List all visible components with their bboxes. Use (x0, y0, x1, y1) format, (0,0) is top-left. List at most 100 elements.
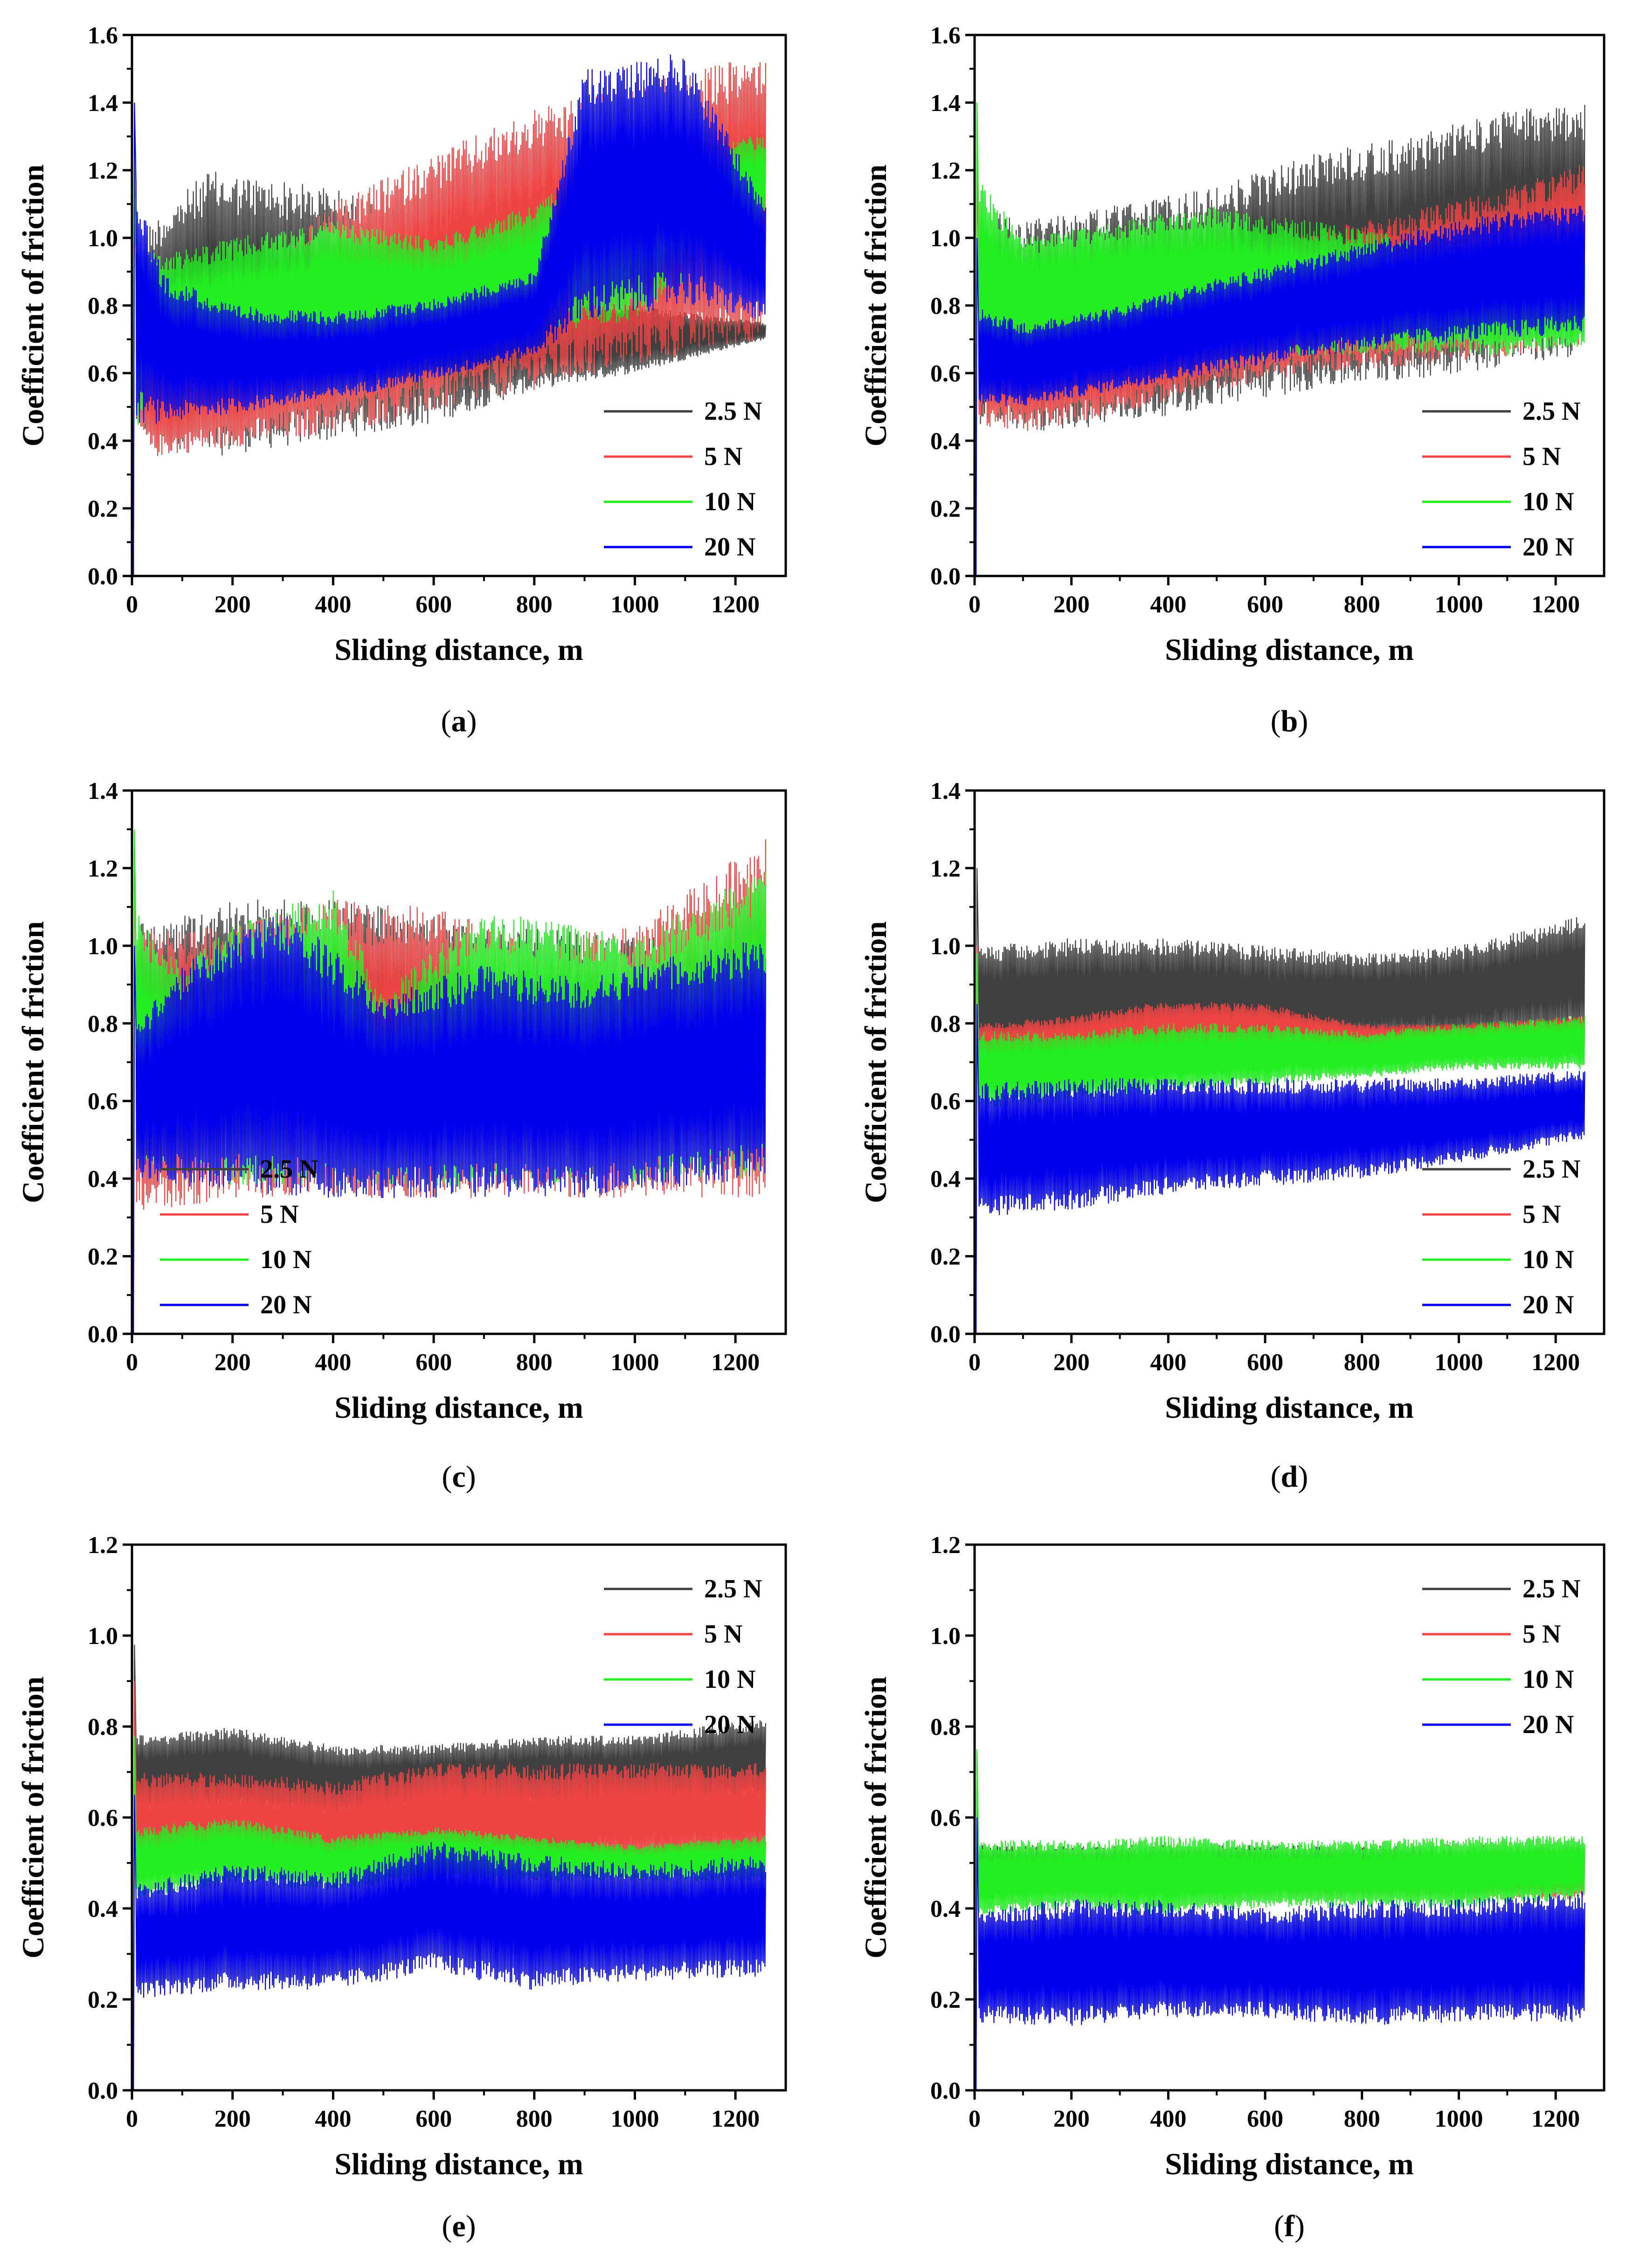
y-axis-title: Coefficient of friction (16, 921, 50, 1203)
x-axis-title: Sliding distance, m (334, 633, 583, 667)
legend-label: 10 N (704, 487, 755, 516)
x-tick-label: 600 (415, 2106, 452, 2132)
y-tick-label: 1.0 (88, 1623, 118, 1650)
x-axis-title: Sliding distance, m (1165, 633, 1414, 667)
y-tick-label: 0.4 (930, 428, 961, 455)
panel-label: (a) (441, 704, 477, 738)
x-tick-label: 400 (315, 1349, 351, 1376)
legend: 2.5 N 5 N 10 N 20 N (1422, 397, 1580, 562)
legend-label: 2.5 N (704, 1574, 762, 1603)
y-tick-label: 0.6 (88, 1089, 118, 1115)
legend-label: 5 N (1522, 1620, 1561, 1649)
series-line-20NN (133, 54, 767, 576)
legend-label: 5 N (1522, 442, 1561, 471)
x-tick-label: 200 (215, 591, 251, 618)
panel-label-letter: a (451, 704, 467, 738)
legend-label: 2.5 N (1522, 1574, 1580, 1603)
x-axis-title: Sliding distance, m (1165, 2147, 1414, 2181)
legend-label: 10 N (260, 1245, 311, 1274)
legend: 2.5 N 5 N 10 N 20 N (1422, 1574, 1580, 1739)
y-tick-label: 1.6 (88, 22, 118, 49)
legend-label: 20 N (1522, 1710, 1574, 1739)
y-tick-label: 1.4 (930, 778, 961, 805)
x-tick-label: 200 (1053, 591, 1090, 618)
y-axis-title: Coefficient of friction (859, 165, 893, 447)
x-tick-label: 800 (516, 591, 553, 618)
x-axis-title: Sliding distance, m (1165, 1391, 1414, 1425)
panel-label-letter: e (452, 2209, 465, 2243)
y-tick-label: 0.6 (88, 1805, 118, 1831)
panel-label: (c) (442, 1460, 476, 1494)
y-tick-label: 0.0 (88, 2078, 118, 2104)
plot-area (133, 54, 767, 576)
y-tick-label: 0.0 (930, 1321, 961, 1348)
y-tick-label: 0.8 (88, 293, 118, 319)
x-tick-label: 400 (315, 2106, 351, 2132)
x-tick-label: 0 (126, 591, 138, 618)
legend-label: 20 N (1522, 1290, 1574, 1319)
y-tick-label: 1.2 (930, 158, 961, 184)
x-tick-label: 400 (1150, 1349, 1186, 1376)
y-tick-label: 0.2 (88, 1244, 118, 1270)
legend-label: 2.5 N (1522, 397, 1580, 426)
y-tick-label: 1.0 (930, 1623, 961, 1650)
x-tick-label: 200 (215, 2106, 251, 2132)
panel-label-close: ) (1298, 1460, 1308, 1494)
x-tick-label: 400 (1150, 591, 1186, 618)
legend-label: 2.5 N (260, 1155, 318, 1184)
panel-label-open: ( (442, 2209, 452, 2243)
panel-label-letter: c (452, 1460, 465, 1494)
panel-label: (b) (1271, 704, 1308, 738)
x-tick-label: 400 (1150, 2106, 1186, 2132)
y-axis-title: Coefficient of friction (16, 165, 50, 447)
panel-label: (e) (442, 2209, 476, 2243)
panel-label-open: ( (1271, 1460, 1281, 1494)
x-tick-label: 1000 (1434, 591, 1483, 618)
panel-label-close: ) (466, 2209, 476, 2243)
y-tick-label: 1.0 (88, 225, 118, 252)
y-axis-title: Coefficient of friction (859, 921, 893, 1203)
y-tick-label: 0.2 (88, 496, 118, 522)
y-tick-label: 0.4 (930, 1166, 961, 1193)
y-tick-label: 0.4 (88, 428, 118, 455)
y-tick-label: 0.6 (930, 361, 961, 387)
x-tick-label: 400 (315, 591, 351, 618)
y-tick-label: 0.2 (930, 496, 961, 522)
y-tick-label: 1.0 (930, 225, 961, 252)
legend-label: 10 N (1522, 487, 1574, 516)
panel-label: (f) (1274, 2209, 1305, 2243)
y-tick-label: 0.0 (88, 1321, 118, 1348)
y-tick-label: 1.2 (88, 855, 118, 882)
x-tick-label: 600 (1247, 591, 1283, 618)
legend-label: 2.5 N (704, 397, 762, 426)
y-tick-label: 1.2 (930, 855, 961, 882)
x-tick-label: 800 (516, 1349, 553, 1376)
legend-label: 10 N (1522, 1245, 1574, 1274)
panel-label-letter: f (1284, 2209, 1295, 2243)
x-tick-label: 0 (969, 2106, 981, 2132)
y-tick-label: 1.4 (930, 90, 961, 117)
legend-label: 20 N (1522, 533, 1574, 562)
chart-panel-a: 0 200 400 600 800 1000 1200 0.0 0.2 0.4 0.6 0.8 1.0 1… (16, 22, 787, 738)
x-tick-label: 200 (1053, 1349, 1090, 1376)
y-tick-label: 0.0 (930, 563, 961, 590)
legend-label: 2.5 N (1522, 1155, 1580, 1184)
x-tick-label: 1000 (610, 591, 659, 618)
x-tick-label: 800 (1344, 1349, 1380, 1376)
series-line-20NN (976, 1817, 1585, 2090)
x-tick-label: 1200 (711, 591, 760, 618)
series-line-20NN (133, 1795, 766, 2090)
legend: 2.5 N 5 N 10 N 20 N (604, 397, 762, 562)
plot-area (133, 1644, 766, 2090)
panel-label-close: ) (1294, 2209, 1305, 2243)
panel-label-open: ( (1274, 2209, 1284, 2243)
series-line-20NN (976, 206, 1585, 576)
y-tick-label: 0.8 (88, 1011, 118, 1037)
legend-label: 10 N (704, 1665, 755, 1694)
chart-panel-e: 0 200 400 600 800 1000 1200 0.0 0.2 0.4 0.6 0.8 1.0 1… (16, 1532, 787, 2243)
y-tick-label: 0.4 (88, 1166, 118, 1193)
y-tick-label: 0.8 (930, 1011, 961, 1037)
panel-label-letter: d (1281, 1460, 1298, 1494)
series-line-20NN (133, 916, 767, 1334)
x-tick-label: 0 (126, 1349, 138, 1376)
